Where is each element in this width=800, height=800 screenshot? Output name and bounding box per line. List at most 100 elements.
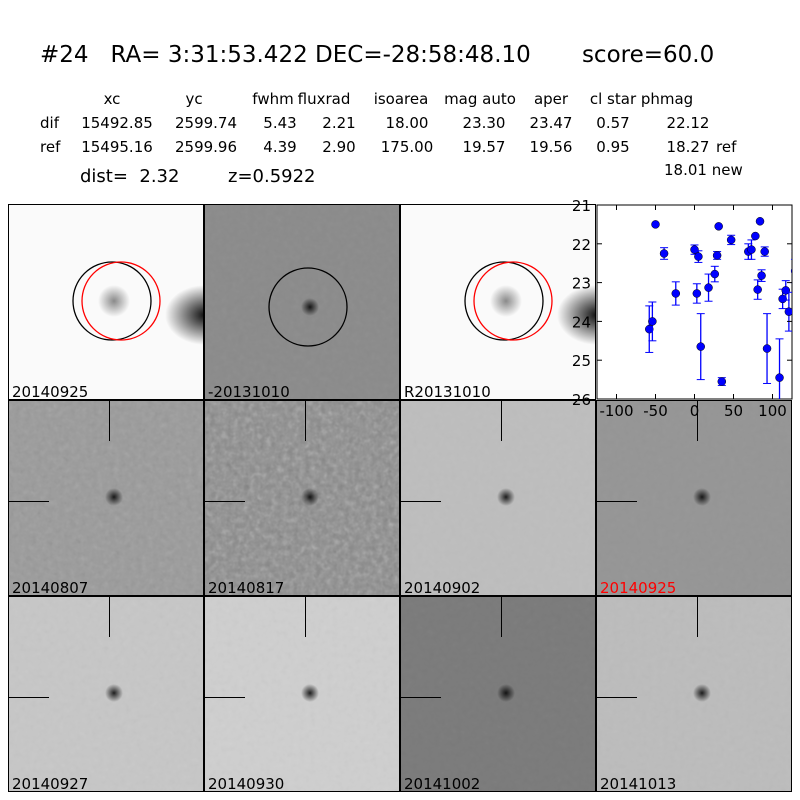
image-stamp: 20141013 — [596, 596, 792, 792]
x-tick-label: -100 — [599, 402, 633, 420]
image-stamp: 20141002 — [400, 596, 596, 792]
data-point — [760, 247, 769, 256]
column-header: mag auto — [444, 90, 516, 108]
table-cell: 0.57 — [596, 114, 630, 132]
data-point — [791, 245, 792, 250]
crosshair-vertical — [697, 401, 698, 441]
table-cell: 175.00 — [380, 138, 434, 156]
data-point — [753, 285, 762, 294]
new-phmag-note: new — [711, 161, 743, 179]
row-note: ref — [716, 138, 737, 156]
dist-value: dist= 2.32 — [80, 166, 180, 187]
lightcurve-plot: 21 22 23 24 25 26 -100 -50 0 50 100 — [572, 197, 793, 420]
column-header: fwhm — [252, 90, 294, 108]
crosshair-horizontal — [401, 501, 441, 502]
redshift-value: z=0.5922 — [228, 166, 316, 187]
stamp-date-label: 20141013 — [600, 775, 677, 792]
data-point — [671, 289, 681, 298]
data-point — [762, 344, 772, 353]
stamp-date-label: -20131010 — [208, 383, 290, 400]
column-header: phmag — [640, 90, 694, 108]
column-header: isoarea — [373, 90, 429, 108]
image-stamp: 20140925 — [596, 400, 792, 596]
data-point — [712, 251, 722, 260]
table-cell: 2599.96 — [174, 138, 238, 156]
data-point — [648, 317, 657, 326]
stamp-date-label: R20131010 — [404, 383, 491, 400]
crosshair-vertical — [501, 597, 502, 637]
table-cell: 2.90 — [322, 138, 356, 156]
data-point — [778, 294, 787, 304]
crosshair-horizontal — [205, 697, 245, 698]
column-header: aper — [533, 90, 569, 108]
black-aperture-circle — [72, 261, 152, 341]
data-point — [717, 377, 727, 386]
stamp-date-label: 20141002 — [404, 775, 481, 792]
y-tick-label: 22 — [572, 236, 591, 254]
crosshair-horizontal — [9, 697, 49, 698]
stamp-date-label: 20140902 — [404, 579, 481, 596]
data-point — [704, 283, 713, 292]
data-point — [757, 271, 766, 280]
data-point — [751, 231, 760, 241]
crosshair-vertical — [697, 597, 698, 637]
black-aperture-circle — [464, 261, 544, 341]
column-header: cl star — [589, 90, 637, 108]
crosshair-vertical — [501, 401, 502, 441]
table-cell: 18.27 — [666, 138, 710, 156]
image-stamp: 20140902 — [400, 400, 596, 596]
table-cell: 18.00 — [385, 114, 429, 132]
x-tick-label: -50 — [643, 402, 668, 420]
table-cell: 23.47 — [529, 114, 573, 132]
stamp-date-label: 20140927 — [12, 775, 89, 792]
data-point — [645, 324, 654, 334]
crosshair-horizontal — [401, 697, 441, 698]
data-point — [755, 217, 765, 226]
y-tick-label: 26 — [572, 391, 591, 409]
data-point — [659, 249, 669, 258]
table-cell: 2.21 — [322, 114, 356, 132]
crosshair-vertical — [305, 401, 306, 441]
black-aperture-circle — [268, 267, 348, 347]
red-aperture-circle — [81, 261, 161, 341]
crosshair-horizontal — [9, 501, 49, 502]
crosshair-vertical — [109, 401, 110, 441]
table-cell: 15495.16 — [81, 138, 153, 156]
x-tick-label: 50 — [724, 402, 743, 420]
y-tick-label: 21 — [572, 197, 591, 215]
data-point — [694, 252, 703, 261]
x-tick-label: 0 — [690, 402, 700, 420]
data-point — [790, 268, 792, 274]
data-point — [651, 220, 660, 229]
y-tick-label: 23 — [572, 275, 591, 293]
data-point — [784, 307, 792, 316]
crosshair-horizontal — [597, 697, 637, 698]
x-tick-label: 100 — [758, 402, 787, 420]
y-tick-label: 25 — [572, 352, 591, 370]
table-cell: 0.95 — [596, 138, 630, 156]
image-stamp: 20140807 — [8, 400, 204, 596]
data-point — [726, 235, 736, 245]
row-label: ref — [40, 138, 61, 156]
data-point — [690, 245, 699, 254]
row-label: dif — [40, 114, 59, 132]
crosshair-vertical — [305, 597, 306, 637]
table-cell: 5.43 — [263, 114, 297, 132]
data-point — [710, 269, 720, 279]
image-stamp: 20140927 — [8, 596, 204, 792]
stamp-date-label: 20140807 — [12, 579, 89, 596]
stamp-date-label: 20140930 — [208, 775, 285, 792]
image-stamp: -20131010 — [204, 204, 400, 400]
new-phmag: 18.01 new — [664, 161, 743, 179]
image-stamp: 20140925 — [8, 204, 204, 400]
table-cell: 19.56 — [529, 138, 573, 156]
crosshair-vertical — [109, 597, 110, 637]
table-cell: 19.57 — [462, 138, 506, 156]
red-aperture-circle — [473, 261, 553, 341]
data-point — [696, 342, 705, 351]
data-point — [692, 289, 702, 298]
y-tick-label: 24 — [572, 313, 591, 331]
stamp-date-label: 20140925 — [12, 383, 89, 400]
table-cell: 22.12 — [666, 114, 710, 132]
